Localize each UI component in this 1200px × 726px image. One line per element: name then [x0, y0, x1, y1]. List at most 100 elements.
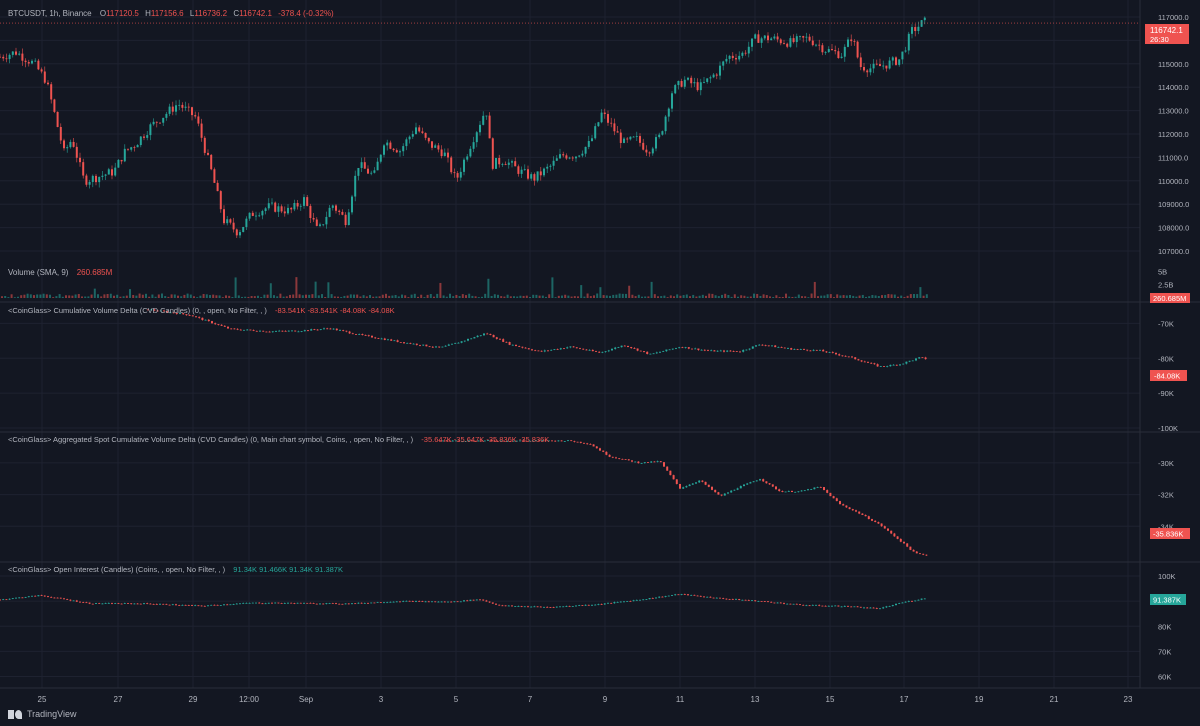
volume-bar [452, 296, 455, 298]
volume-bar [577, 296, 579, 298]
oi-candle [879, 608, 881, 610]
volume-bar [836, 294, 839, 298]
oi-candle [802, 604, 805, 606]
oi-candle [91, 603, 94, 605]
oi-candle [469, 599, 472, 601]
spot-candle [458, 440, 461, 442]
oi-y-tick-label: 60K [1158, 672, 1171, 681]
volume-bar [74, 294, 77, 298]
oi-candle [792, 603, 795, 605]
cvd-candle [764, 345, 767, 347]
cvd-candle [406, 342, 409, 344]
volume-bar [727, 294, 730, 298]
spot-badge-value: -35.836K [1153, 530, 1183, 539]
volume-bar [305, 294, 307, 298]
cvd-candle [531, 349, 533, 351]
spot-candle [503, 440, 505, 442]
price-candle [914, 27, 917, 31]
cvd-candle [771, 345, 773, 347]
price-candle [799, 36, 801, 37]
oi-candle [95, 603, 97, 604]
price-candle [255, 215, 257, 217]
volume-bar [426, 294, 429, 298]
cvd-candle [291, 330, 293, 332]
price-candle [75, 146, 78, 158]
volume-bar [730, 296, 733, 298]
oi-candle [805, 605, 808, 607]
cvd-badge: -84.08K [1150, 370, 1187, 381]
cvd-candle [374, 337, 377, 339]
oi-candle [866, 607, 869, 609]
spot-candle [816, 487, 819, 488]
oi-candle [488, 601, 491, 603]
cvd-candle [422, 344, 425, 346]
price-candle [731, 55, 734, 59]
cvd-candle [668, 349, 671, 351]
oi-candle [674, 594, 677, 596]
price-candle [43, 71, 46, 83]
price-candle [888, 60, 891, 69]
price-candle [901, 51, 904, 60]
oi-candle [111, 603, 113, 604]
spot-candle [691, 483, 694, 485]
volume-bar [740, 295, 743, 298]
cvd-candle [428, 346, 431, 348]
price-candle [178, 104, 181, 106]
cvd-candle [172, 312, 175, 314]
oi-candle [827, 605, 830, 607]
price-candle [139, 136, 142, 146]
cvd-candle [348, 331, 351, 334]
spot-candle [784, 491, 787, 493]
oi-candle [341, 603, 344, 605]
spot-candle [659, 461, 662, 463]
volume-bar [813, 281, 816, 298]
spot-candle [842, 504, 845, 506]
price-candle [533, 174, 536, 181]
oi-candle [8, 598, 11, 600]
oi-candle [63, 598, 65, 600]
x-tick-label: 29 [189, 695, 198, 704]
volume-bar [852, 295, 855, 298]
volume-bar [362, 295, 365, 298]
oi-candle [875, 608, 878, 609]
cvd-candle [255, 330, 258, 332]
oi-candle [655, 597, 657, 599]
oi-candle [178, 605, 181, 606]
volume-bar [26, 293, 29, 298]
volume-bar [346, 295, 349, 298]
spot-values: -35.647K -35.647K -35.836K -35.836K [421, 435, 549, 444]
volume-bar [801, 296, 803, 298]
spot-candle [851, 509, 854, 511]
oi-candle [379, 602, 382, 603]
volume-bar [298, 294, 301, 298]
oi-candle [725, 598, 728, 600]
cvd-candle [806, 349, 809, 351]
volume-bar [772, 297, 775, 298]
spot-candle [826, 490, 829, 493]
volume-bar [711, 293, 714, 298]
volume-bar [36, 294, 39, 298]
cvd-candle [508, 342, 511, 345]
spot-candle [730, 490, 733, 493]
price-candle [5, 58, 8, 60]
oi-candle [709, 596, 712, 598]
volume-bar [218, 295, 221, 298]
cvd-candle [329, 328, 332, 330]
price-candle [514, 161, 517, 167]
price-candle [559, 154, 561, 159]
oi-candle [485, 600, 488, 602]
volume-bar [55, 296, 58, 298]
price-candle [207, 152, 209, 155]
price-candle [159, 122, 161, 124]
price-candle [824, 51, 827, 53]
oi-candle [475, 599, 478, 601]
cvd-candle [179, 313, 181, 315]
oi-candle [392, 601, 395, 603]
cvd-candle [796, 349, 799, 350]
oi-candle [11, 598, 14, 599]
price-candle [875, 63, 878, 65]
price-candle [53, 99, 56, 112]
cvd-candle [319, 329, 322, 330]
oi-candle [843, 605, 846, 607]
